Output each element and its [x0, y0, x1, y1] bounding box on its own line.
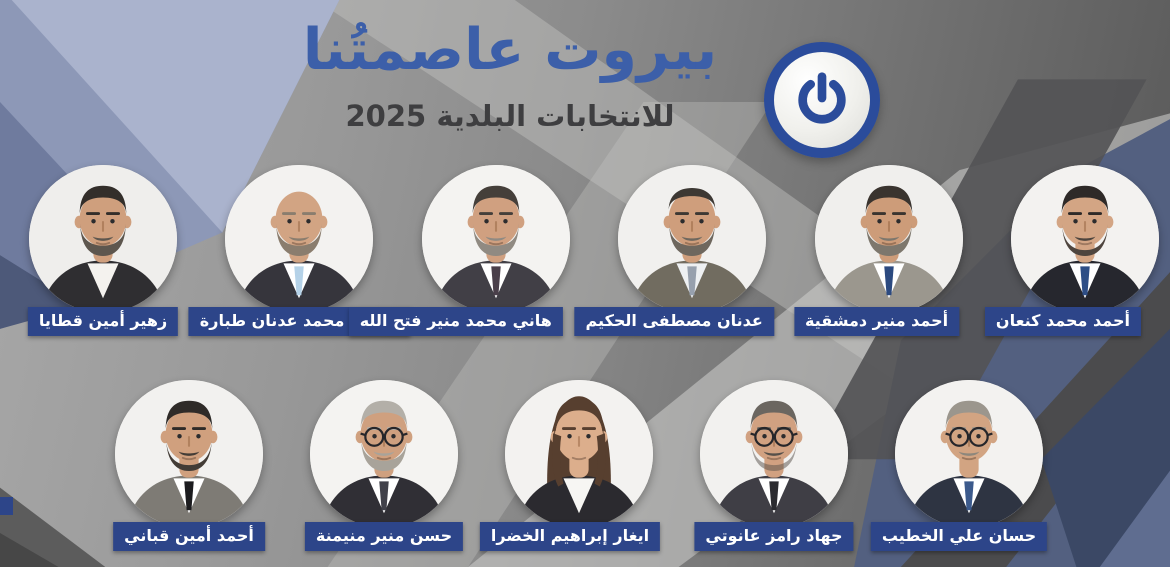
candidate-name-label: أحمد أمين قباني	[113, 522, 265, 551]
candidate-photo	[225, 165, 374, 313]
candidate-name-label: أحمد محمد كنعان	[984, 307, 1141, 336]
candidate-avatar-icon	[225, 165, 374, 313]
candidate-avatar-icon	[29, 165, 177, 313]
candidate-photo	[814, 165, 963, 313]
campaign-header: بيروت عاصمتُنا للانتخابات البلدية 2025	[293, 0, 727, 134]
candidate-name-label: حسن منير منيمنة	[304, 522, 464, 551]
candidate-avatar-icon	[505, 380, 653, 528]
campaign-subtitle: للانتخابات البلدية 2025	[345, 99, 675, 133]
candidate-card: جهاد رامز عانوتي	[694, 380, 854, 566]
label-fragment	[0, 497, 13, 515]
power-icon	[798, 72, 846, 124]
candidates-row-bottom: أحمد أمين قباني حسن منير منيمنة ايغار إبرا…	[113, 380, 1048, 566]
candidate-card: أحمد أمين قباني	[113, 380, 265, 566]
candidate-avatar-icon	[115, 380, 263, 528]
candidate-card: زهير أمين قطايا	[27, 165, 179, 351]
candidate-name-label: هاني محمد منير فتح الله	[348, 307, 563, 336]
candidate-name-label: ايغار إبراهيم الخضرا	[479, 522, 661, 551]
candidate-avatar-icon	[700, 380, 848, 528]
candidate-photo	[115, 380, 263, 528]
candidate-card: حسن منير منيمنة	[304, 380, 464, 566]
candidates-row-top: زهير أمين قطايا مروان محمد عدنان طبارة هان…	[27, 165, 1159, 351]
candidate-photo	[421, 165, 570, 313]
candidate-avatar-icon	[421, 165, 570, 313]
campaign-logo	[764, 42, 880, 158]
candidate-photo	[1010, 165, 1159, 313]
candidate-name-label: عدنان مصطفى الحكيم	[574, 307, 774, 336]
candidate-card: هاني محمد منير فتح الله	[348, 165, 570, 351]
candidate-name-label: زهير أمين قطايا	[27, 307, 179, 336]
candidate-card: أحمد محمد كنعان	[984, 165, 1159, 351]
candidate-photo	[618, 165, 767, 313]
campaign-title: بيروت عاصمتُنا	[302, 17, 718, 83]
candidate-photo	[895, 380, 1043, 528]
candidate-photo	[310, 380, 458, 528]
candidate-card: ايغار إبراهيم الخضرا	[479, 380, 661, 566]
candidate-name-label: حسان علي الخطيب	[870, 522, 1048, 551]
candidate-name-label: جهاد رامز عانوتي	[694, 522, 854, 551]
candidate-photo	[29, 165, 177, 313]
candidate-avatar-icon	[895, 380, 1043, 528]
candidate-avatar-icon	[310, 380, 458, 528]
candidate-avatar-icon	[1010, 165, 1159, 313]
candidate-card: حسان علي الخطيب	[870, 380, 1048, 566]
candidate-card: عدنان مصطفى الحكيم	[574, 165, 774, 351]
candidate-avatar-icon	[814, 165, 963, 313]
candidate-name-label: أحمد منير دمشقية	[793, 307, 960, 336]
candidate-card: أحمد منير دمشقية	[793, 165, 963, 351]
candidate-avatar-icon	[618, 165, 767, 313]
candidate-photo	[700, 380, 848, 528]
candidate-photo	[505, 380, 653, 528]
